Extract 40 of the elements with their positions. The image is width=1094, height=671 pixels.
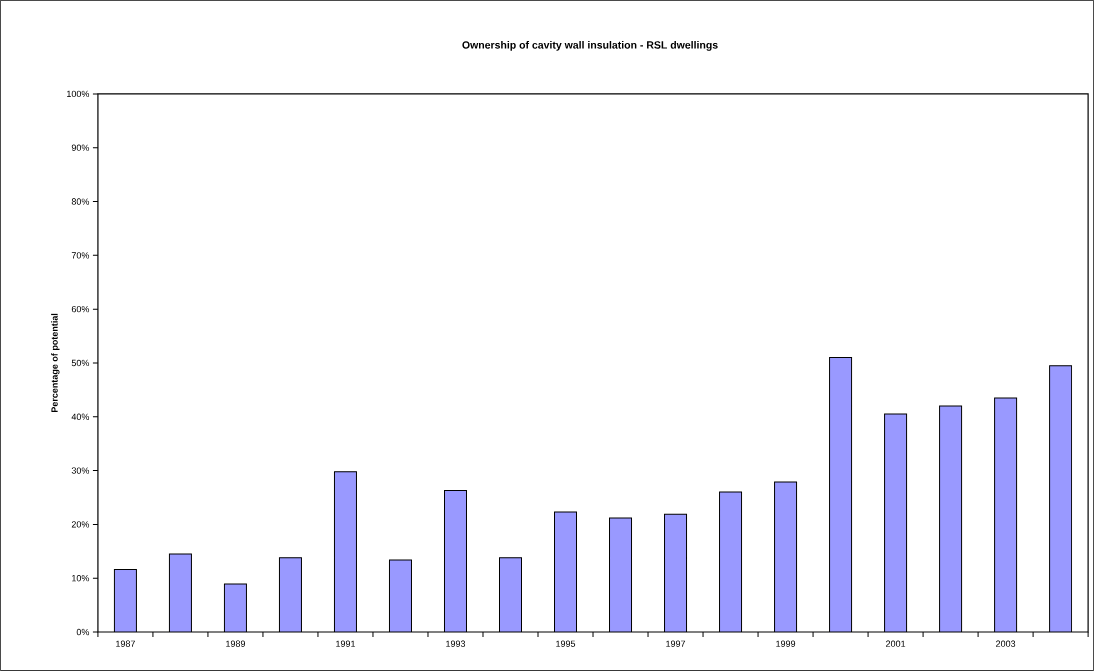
bar [609, 517, 633, 633]
bar [554, 511, 578, 633]
y-tick-label: 0% [76, 628, 90, 636]
y-tick-label: 100% [67, 90, 90, 98]
y-axis-title: Percentage of potential [51, 313, 60, 413]
y-tick-label: 40% [71, 413, 90, 420]
bar [664, 513, 688, 633]
bar [994, 397, 1018, 633]
y-tick-label: 20% [71, 521, 90, 528]
y-tick-label: 50% [71, 359, 90, 367]
x-tick-label: 1991 [336, 640, 356, 647]
bar [388, 559, 412, 633]
bar [774, 481, 798, 633]
bar [939, 405, 963, 633]
x-tick-label: 1997 [666, 640, 686, 647]
y-tick-label: 30% [71, 467, 90, 474]
bar [1049, 365, 1073, 633]
x-tick-label: 1987 [116, 640, 135, 647]
bar [333, 471, 357, 633]
x-tick-label: 2003 [996, 640, 1016, 647]
x-tick-label: 1989 [226, 640, 246, 647]
x-tick-label: 1993 [446, 640, 466, 647]
bar [499, 557, 522, 633]
y-tick-label: 70% [71, 252, 90, 259]
bar [113, 569, 137, 633]
x-tick-label: 1995 [556, 640, 576, 647]
bar [278, 557, 302, 633]
chart-title: Ownership of cavity wall insulation - RSL dwellings [462, 41, 718, 51]
bar [443, 490, 467, 633]
bar [223, 583, 247, 633]
y-tick-label: 80% [71, 198, 90, 205]
y-tick-label: 90% [71, 144, 90, 151]
bar [884, 413, 908, 633]
y-tick-label: 60% [71, 306, 90, 313]
bar [168, 553, 192, 633]
y-tick-label: 10% [72, 575, 90, 582]
bar [719, 491, 743, 633]
bar [829, 357, 853, 633]
x-tick-label: 1999 [776, 640, 796, 647]
x-tick-label: 2001 [886, 640, 906, 647]
